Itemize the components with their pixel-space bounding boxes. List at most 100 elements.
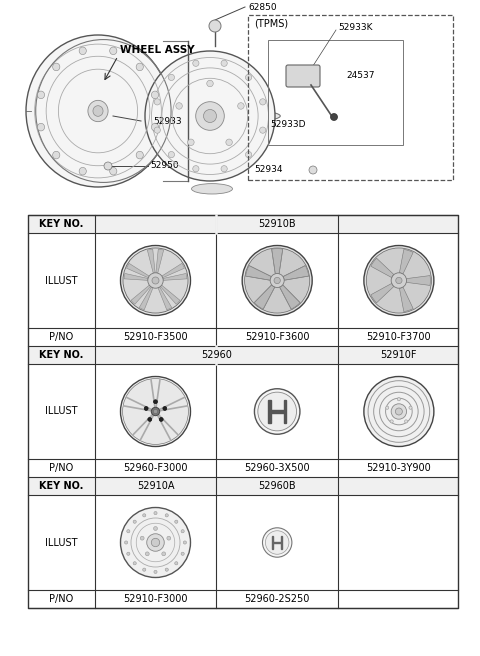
Polygon shape xyxy=(371,258,394,277)
Polygon shape xyxy=(284,400,286,423)
Ellipse shape xyxy=(37,91,45,98)
Circle shape xyxy=(176,103,182,109)
Text: 62850: 62850 xyxy=(248,3,276,12)
Text: ILLUST: ILLUST xyxy=(45,407,78,417)
Polygon shape xyxy=(124,274,148,280)
FancyBboxPatch shape xyxy=(143,117,151,125)
Circle shape xyxy=(245,248,310,313)
Text: 52960B: 52960B xyxy=(258,481,296,491)
Circle shape xyxy=(364,245,434,316)
Circle shape xyxy=(254,389,300,434)
Circle shape xyxy=(207,80,213,87)
Ellipse shape xyxy=(110,47,117,54)
Circle shape xyxy=(274,277,280,283)
Circle shape xyxy=(154,99,160,105)
Circle shape xyxy=(120,508,191,577)
Bar xyxy=(28,477,458,495)
Polygon shape xyxy=(156,249,164,273)
Ellipse shape xyxy=(144,108,280,124)
Polygon shape xyxy=(158,287,172,310)
Bar xyxy=(28,215,458,233)
Polygon shape xyxy=(281,536,282,549)
Polygon shape xyxy=(131,285,151,304)
Circle shape xyxy=(390,420,393,423)
Polygon shape xyxy=(271,410,284,413)
Text: 52910-F3700: 52910-F3700 xyxy=(367,332,431,342)
Circle shape xyxy=(168,74,175,81)
Text: 52960-F3000: 52960-F3000 xyxy=(123,463,188,473)
Circle shape xyxy=(163,407,167,411)
Circle shape xyxy=(145,51,275,181)
Circle shape xyxy=(260,127,266,133)
Circle shape xyxy=(188,139,194,146)
Circle shape xyxy=(154,527,157,531)
Text: 52910-3Y900: 52910-3Y900 xyxy=(367,463,431,473)
Text: 52933: 52933 xyxy=(153,117,181,125)
Circle shape xyxy=(152,277,159,284)
Circle shape xyxy=(143,568,146,571)
Circle shape xyxy=(120,377,191,447)
Polygon shape xyxy=(274,542,281,543)
FancyBboxPatch shape xyxy=(286,65,320,87)
Text: 52933D: 52933D xyxy=(270,120,305,129)
Circle shape xyxy=(221,60,227,66)
Circle shape xyxy=(385,406,389,409)
Text: KEY NO.: KEY NO. xyxy=(39,219,84,229)
Text: 52960: 52960 xyxy=(201,350,232,360)
Circle shape xyxy=(193,60,199,66)
Circle shape xyxy=(209,20,221,32)
Text: 52910-F3500: 52910-F3500 xyxy=(123,332,188,342)
Ellipse shape xyxy=(136,152,144,159)
Circle shape xyxy=(148,417,152,421)
Circle shape xyxy=(204,110,216,123)
Circle shape xyxy=(396,277,402,283)
Polygon shape xyxy=(279,285,300,309)
Bar xyxy=(28,215,458,608)
Circle shape xyxy=(133,562,136,565)
Circle shape xyxy=(242,245,312,316)
Circle shape xyxy=(154,127,160,133)
Circle shape xyxy=(144,407,148,411)
Circle shape xyxy=(127,552,130,556)
Circle shape xyxy=(391,273,407,288)
Circle shape xyxy=(391,404,407,419)
Ellipse shape xyxy=(192,184,232,194)
Polygon shape xyxy=(399,249,413,274)
Ellipse shape xyxy=(37,123,45,131)
Text: 52933K: 52933K xyxy=(338,23,372,32)
Circle shape xyxy=(175,520,178,523)
Ellipse shape xyxy=(151,91,158,98)
Circle shape xyxy=(127,529,130,533)
Circle shape xyxy=(104,162,112,170)
Circle shape xyxy=(140,536,144,540)
Text: KEY NO.: KEY NO. xyxy=(39,481,84,491)
Circle shape xyxy=(162,552,166,556)
Circle shape xyxy=(159,417,163,421)
Polygon shape xyxy=(147,249,155,273)
Polygon shape xyxy=(254,285,275,309)
Text: 52910-F3600: 52910-F3600 xyxy=(245,332,310,342)
Circle shape xyxy=(151,407,160,416)
Circle shape xyxy=(366,248,432,313)
Circle shape xyxy=(245,74,252,81)
Text: 52960-3X500: 52960-3X500 xyxy=(244,463,310,473)
Text: KEY NO.: KEY NO. xyxy=(39,350,84,360)
Circle shape xyxy=(260,99,266,105)
Text: ILLUST: ILLUST xyxy=(45,537,78,548)
Circle shape xyxy=(405,420,408,423)
Ellipse shape xyxy=(53,152,60,159)
Polygon shape xyxy=(139,287,153,310)
Circle shape xyxy=(181,529,184,533)
Circle shape xyxy=(183,541,186,544)
Circle shape xyxy=(147,534,164,551)
Circle shape xyxy=(122,379,188,444)
Circle shape xyxy=(167,536,171,540)
Polygon shape xyxy=(268,400,271,423)
Circle shape xyxy=(120,245,191,316)
Ellipse shape xyxy=(79,167,86,175)
Circle shape xyxy=(245,152,252,157)
Circle shape xyxy=(154,400,157,403)
Circle shape xyxy=(181,552,184,556)
Circle shape xyxy=(133,520,136,523)
Text: 52910-F3000: 52910-F3000 xyxy=(123,594,188,604)
